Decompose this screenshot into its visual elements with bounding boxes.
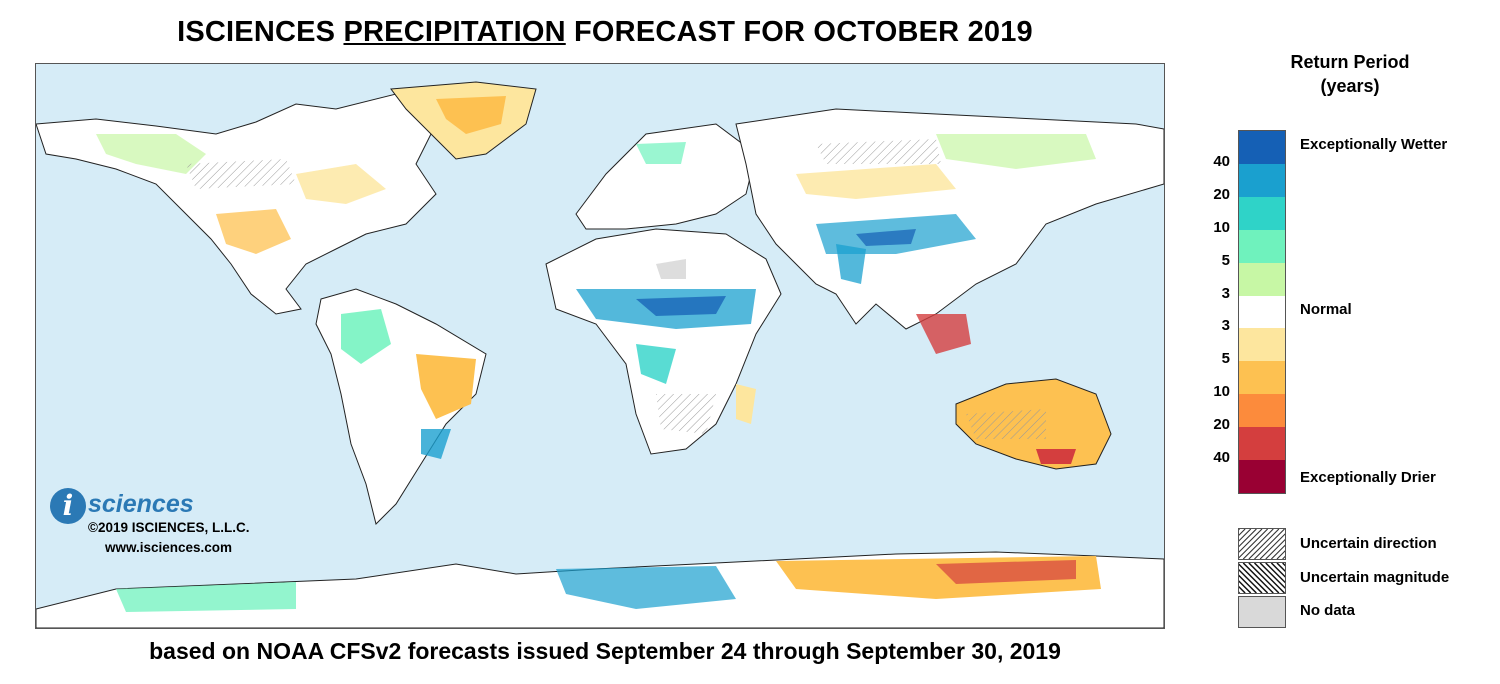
logo-i-icon: i [50,488,86,524]
africa-land [545,228,782,455]
legend-title-line1: Return Period [1290,52,1410,72]
uncertain-magnitude-swatch [1238,562,1286,594]
legend-title: Return Period (years) [1250,50,1450,98]
world-precipitation-map [35,63,1165,629]
legend-color-step [1239,460,1285,493]
legend-no-data: No data [1300,602,1356,619]
legend-tick-label: 40 [1213,152,1230,170]
legend-tick-label: 5 [1221,251,1230,269]
legend-label-wetter: Exceptionally Wetter [1300,136,1448,153]
forecast-source-note: based on NOAA CFSv2 forecasts issued Sep… [149,638,1061,664]
website-text: www.isciences.com [105,540,233,555]
legend-color-step [1239,262,1285,296]
legend-color-step [1239,163,1285,197]
title-part1: ISCIENCES [177,16,344,48]
legend-color-step [1239,229,1285,263]
europe-land [575,123,757,230]
legend-color-step [1239,427,1285,461]
legend-tick-label: 20 [1213,185,1230,203]
legend-color-step [1239,361,1285,395]
legend-color-step [1239,394,1285,428]
legend-tick-label: 40 [1213,449,1230,467]
legend-label-normal: Normal [1300,301,1352,318]
legend-tick-label: 3 [1221,284,1230,302]
legend-colorbar [1238,130,1286,494]
copyright-text: ©2019 ISCIENCES, L.L.C. [88,520,250,535]
legend-color-step [1239,295,1285,329]
legend-tick-label: 10 [1213,218,1230,236]
map-title: ISCIENCES PRECIPITATION FORECAST FOR OCT… [30,16,1180,49]
legend-color-step [1239,131,1285,164]
title-emphasis: PRECIPITATION [343,16,566,48]
legend-tick-label: 10 [1213,383,1230,401]
map-canvas [36,64,1164,628]
legend-tick-label: 3 [1221,317,1230,335]
title-part2: FORECAST FOR OCTOBER 2019 [565,16,1033,48]
legend-uncertain-direction: Uncertain direction [1300,535,1437,552]
legend-tick-label: 20 [1213,416,1230,434]
uncertain-direction-swatch [1238,528,1286,560]
logo-wordmark: sciences [88,490,194,518]
no-data-swatch [1238,596,1286,628]
legend-color-step [1239,328,1285,362]
legend-label-drier: Exceptionally Drier [1300,469,1436,486]
legend-uncertain-magnitude: Uncertain magnitude [1300,569,1450,586]
legend-title-line2: (years) [1320,76,1380,96]
legend-tick-label: 5 [1221,350,1230,368]
legend-color-step [1239,196,1285,230]
